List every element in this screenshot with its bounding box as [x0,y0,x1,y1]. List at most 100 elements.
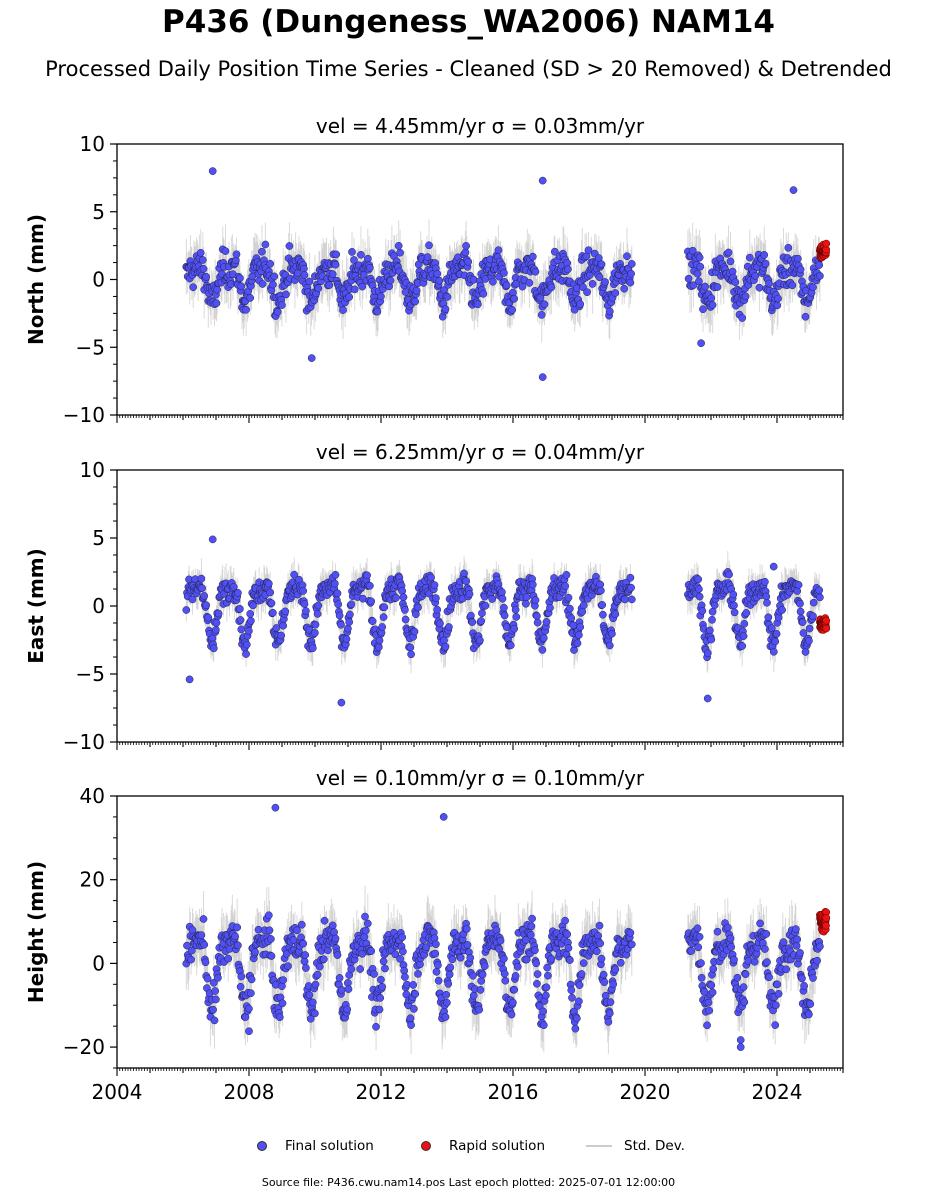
final-point [277,631,286,640]
final-point [293,269,302,278]
final-point [479,289,488,298]
final-point [510,294,519,303]
final-point [540,300,549,309]
final-point [696,262,705,271]
final-point [357,250,365,259]
final-point [763,598,771,607]
final-point [627,595,636,604]
final-point [202,601,211,610]
final-point [210,1016,219,1025]
final-point [443,293,452,301]
final-point [203,974,212,983]
final-point [441,305,450,313]
final-point [761,259,770,268]
final-point [741,292,750,301]
final-point [379,613,388,621]
final-point [398,587,407,595]
final-point [247,975,256,984]
final-point [237,282,246,291]
final-point [536,293,545,302]
final-point [198,256,207,264]
final-point [698,607,707,615]
final-point [755,283,764,292]
page-subtitle: Processed Daily Position Time Series - C… [45,57,892,81]
final-point [564,265,572,274]
final-point-outlier [307,354,316,362]
final-point [197,574,206,583]
final-point [576,623,585,631]
final-point [764,613,773,622]
final-point [414,603,422,612]
final-point [445,623,453,631]
final-point [464,257,473,266]
final-point [209,644,218,653]
y-tick-label: −10 [63,730,105,754]
final-point-outlier [697,339,705,348]
final-point [247,989,255,998]
final-point [247,616,255,625]
final-point [626,573,635,582]
final-point [367,597,376,606]
final-point [730,608,739,617]
final-point [427,573,435,582]
final-point [510,624,519,633]
final-point [300,600,309,608]
final-point [374,643,383,652]
final-point [500,611,509,620]
final-point [765,279,773,288]
final-point [236,605,244,613]
final-point [299,587,308,595]
final-point [546,603,554,612]
final-point [200,940,209,949]
final-point [547,283,556,292]
final-point [401,606,409,614]
final-point [423,253,432,261]
final-point [522,593,531,602]
final-point-outlier [538,176,547,185]
final-point [611,289,620,297]
plot-area [182,535,831,707]
final-point [771,637,780,646]
final-point [378,623,387,631]
final-point [772,630,781,638]
final-point [279,621,288,630]
final-point [708,607,717,616]
final-point-outlier [185,675,194,684]
final-point [261,240,270,249]
final-point [245,627,253,635]
final-point [796,265,805,274]
y-tick-label: 0 [92,594,105,618]
final-point [689,281,698,290]
page-title: P436 (Dungeness_WA2006) NAM14 [162,4,775,40]
final-point [334,600,343,609]
final-point [188,595,197,604]
final-point [229,583,238,591]
final-point [693,269,702,278]
final-point [627,269,635,278]
final-point [375,636,384,645]
final-point [508,306,517,314]
final-point [392,593,400,602]
final-point [373,307,382,316]
final-point [300,271,309,279]
final-point [251,948,259,956]
final-point [266,588,275,597]
final-point [311,629,319,637]
final-point-outlier [208,535,217,544]
final-point [706,626,714,635]
final-point [425,589,433,598]
final-point [345,293,354,301]
final-solution-points [182,167,824,381]
final-point [489,277,497,286]
final-point [761,577,769,586]
final-point [725,570,733,579]
final-point [212,299,221,308]
final-point [564,593,573,602]
final-point [314,601,323,610]
final-point [494,246,503,255]
final-point [209,978,218,987]
final-point [213,285,222,294]
final-point [204,613,213,622]
final-point [441,642,450,651]
final-point [348,248,356,256]
